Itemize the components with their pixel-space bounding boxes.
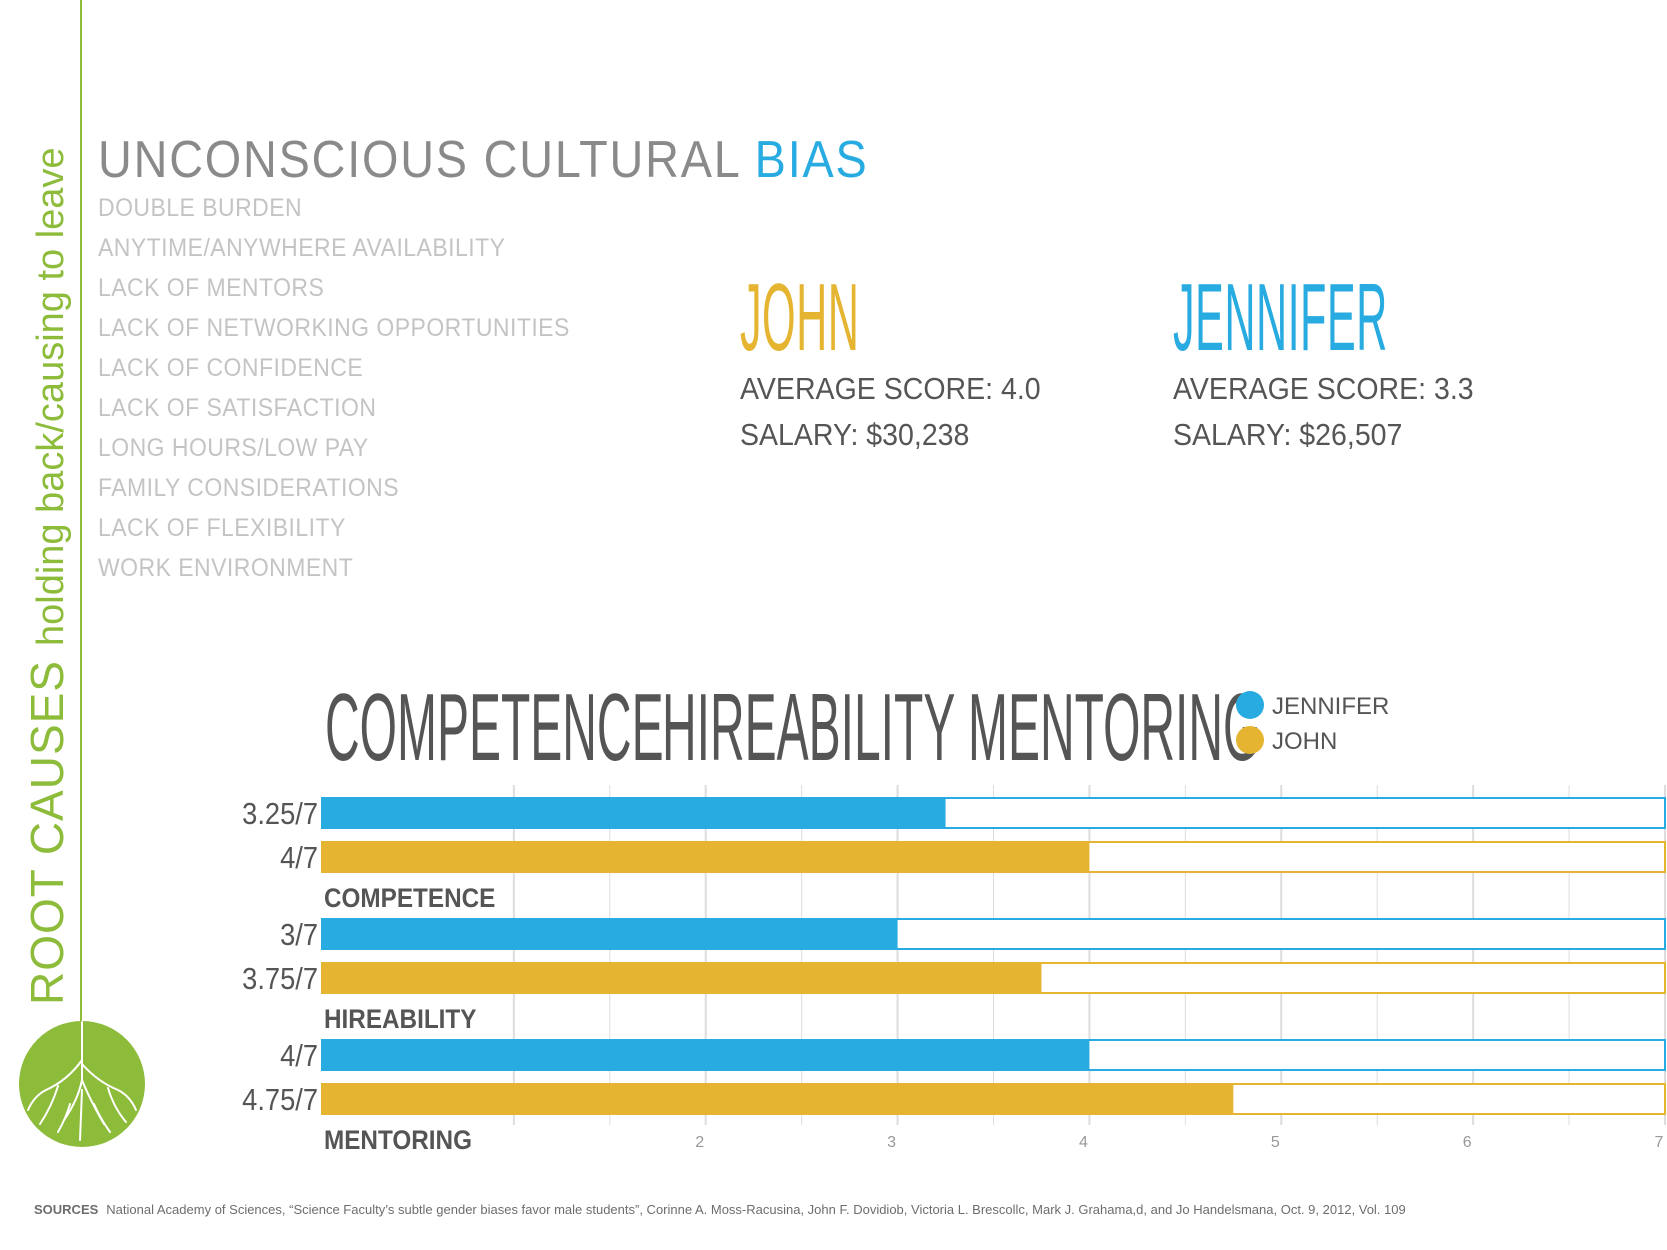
legend-swatch bbox=[1236, 691, 1264, 719]
x-tick-label: 4 bbox=[1079, 1134, 1088, 1151]
cause-item: LACK OF NETWORKING OPPORTUNITIES bbox=[98, 314, 570, 342]
category-label: COMPETENCE bbox=[324, 884, 495, 913]
bar bbox=[322, 842, 1090, 872]
bar-value-label: 4/7 bbox=[280, 1039, 318, 1073]
sources-line: SOURCES National Academy of Sciences, “Sc… bbox=[34, 1202, 1406, 1217]
x-tick-label: 2 bbox=[695, 1134, 704, 1151]
chart-title-word: COMPETENCE bbox=[325, 674, 664, 782]
page-heading: UNCONSCIOUS CULTURAL BIAS bbox=[98, 130, 869, 190]
cause-item: WORK ENVIRONMENT bbox=[98, 554, 354, 582]
cause-item: FAMILY CONSIDERATIONS bbox=[98, 474, 400, 502]
cause-item: LACK OF CONFIDENCE bbox=[98, 354, 364, 382]
cause-item: LACK OF FLEXIBILITY bbox=[98, 514, 346, 542]
jennifer-salary: SALARY: $26,507 bbox=[1173, 417, 1403, 452]
category-label: MENTORING bbox=[324, 1126, 472, 1155]
legend-label: JENNIFER bbox=[1272, 693, 1389, 720]
legend-swatch bbox=[1236, 726, 1264, 754]
heading-main: UNCONSCIOUS CULTURAL bbox=[98, 131, 740, 189]
x-tick-label: 6 bbox=[1463, 1134, 1472, 1151]
cause-item: LACK OF SATISFACTION bbox=[98, 394, 377, 422]
sources-label: SOURCES bbox=[34, 1202, 99, 1217]
bar-value-label: 4/7 bbox=[280, 841, 318, 875]
cause-item: ANYTIME/ANYWHERE AVAILABILITY bbox=[98, 234, 506, 262]
x-tick-label: 5 bbox=[1271, 1134, 1280, 1151]
causes-list: DOUBLE BURDEN ANYTIME/ANYWHERE AVAILABIL… bbox=[98, 190, 611, 590]
chart-title-word: MENTORING bbox=[968, 674, 1260, 782]
chart-title-word: HIREABILITY bbox=[662, 674, 955, 782]
cause-item: LONG HOURS/LOW PAY bbox=[98, 434, 369, 462]
jennifer-name: JENNIFER bbox=[1173, 264, 1388, 371]
jennifer-profile: JENNIFER AVERAGE SCORE: 3.3 SALARY: $26,… bbox=[1173, 270, 1650, 458]
bar bbox=[322, 919, 898, 949]
bar bbox=[322, 963, 1042, 993]
bar bbox=[322, 1040, 1090, 1070]
legend-label: JOHN bbox=[1272, 728, 1337, 755]
x-tick-label: 7 bbox=[1655, 1134, 1664, 1151]
bar-value-label: 3.25/7 bbox=[242, 797, 318, 831]
john-profile: JOHN AVERAGE SCORE: 4.0 SALARY: $30,238 bbox=[740, 270, 1067, 458]
tree-roots-icon bbox=[19, 1021, 145, 1147]
john-salary: SALARY: $30,238 bbox=[740, 417, 970, 452]
cause-item: LACK OF MENTORS bbox=[98, 274, 325, 302]
john-name: JOHN bbox=[740, 264, 860, 371]
bar bbox=[322, 1084, 1234, 1114]
john-score: AVERAGE SCORE: 4.0 bbox=[740, 371, 1041, 406]
sources-text: National Academy of Sciences, “Science F… bbox=[106, 1202, 1406, 1217]
bar-value-label: 3.75/7 bbox=[242, 962, 318, 996]
bar-value-label: 4.75/7 bbox=[242, 1083, 318, 1117]
x-tick-label: 3 bbox=[887, 1134, 896, 1151]
category-label: HIREABILITY bbox=[324, 1005, 476, 1034]
heading-accent: BIAS bbox=[754, 131, 869, 189]
bar bbox=[322, 798, 946, 828]
root-line bbox=[80, 0, 82, 1030]
bar-value-label: 3/7 bbox=[280, 918, 318, 952]
jennifer-score: AVERAGE SCORE: 3.3 bbox=[1173, 371, 1474, 406]
cause-item: DOUBLE BURDEN bbox=[98, 194, 303, 222]
